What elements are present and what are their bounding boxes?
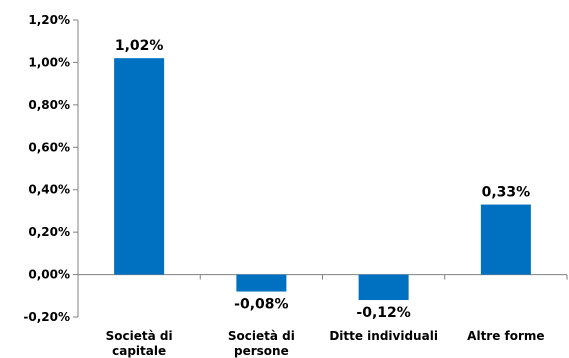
data-label: 1,02% [115,38,164,54]
category-label: persone [234,344,289,358]
category-label: Società di [106,329,173,343]
y-tick-label: -0,20% [23,310,70,324]
bar [236,274,287,292]
y-tick-label: 1,20% [28,13,70,27]
y-tick-label: 0,60% [28,140,70,154]
category-label: Altre forme [467,329,544,343]
data-label: -0,08% [234,297,288,313]
y-tick-label: 0,20% [28,225,70,239]
category-label: Ditte individuali [329,329,438,343]
y-tick-label: 0,00% [28,268,70,282]
y-tick-label: 0,80% [28,98,70,112]
chart-bars [114,58,531,301]
category-label: Società di [228,329,295,343]
y-tick-label: 1,00% [28,55,70,69]
category-label: capitale [112,344,166,358]
y-tick-label: 0,40% [28,183,70,197]
data-label: 0,33% [482,185,531,201]
bar [358,274,409,301]
data-label: -0,12% [356,305,410,321]
bar [480,204,531,275]
bar [114,58,165,275]
chart-axes: -0,20% 0,00% 0,20% 0,40% 0,60% 0,80% 1,00% 1,20… [23,13,568,324]
